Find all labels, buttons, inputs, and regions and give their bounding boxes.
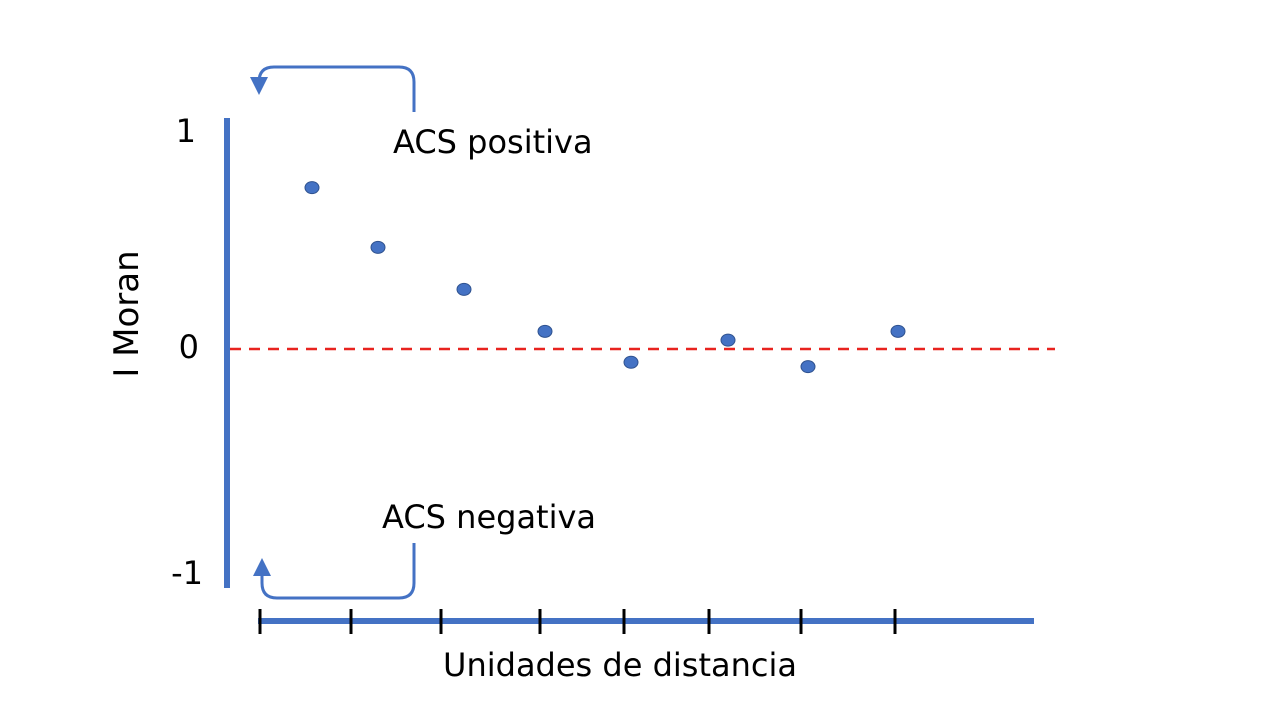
data-points: [304, 181, 906, 374]
data-point-6: [720, 333, 736, 347]
data-point-1: [304, 181, 320, 195]
negative-autocorrelation-label: ACS negativa: [382, 498, 596, 536]
y-axis-label: I Moran: [107, 250, 147, 377]
data-point-4: [537, 324, 553, 338]
y-tick-label-zero: 0: [179, 328, 199, 366]
x-axis-label: Unidades de distancia: [443, 646, 797, 684]
data-point-2: [370, 240, 386, 254]
x-ticks: [258, 609, 897, 634]
data-point-7: [800, 360, 816, 374]
data-point-8: [890, 324, 906, 338]
data-point-5: [623, 355, 639, 369]
data-point-3: [456, 282, 472, 296]
negative-autocorrelation-arrow: [253, 543, 416, 600]
y-tick-label-max: 1: [176, 112, 196, 150]
positive-autocorrelation-arrow: [250, 65, 416, 112]
y-tick-label-min: -1: [171, 554, 203, 592]
positive-autocorrelation-label: ACS positiva: [393, 123, 593, 161]
